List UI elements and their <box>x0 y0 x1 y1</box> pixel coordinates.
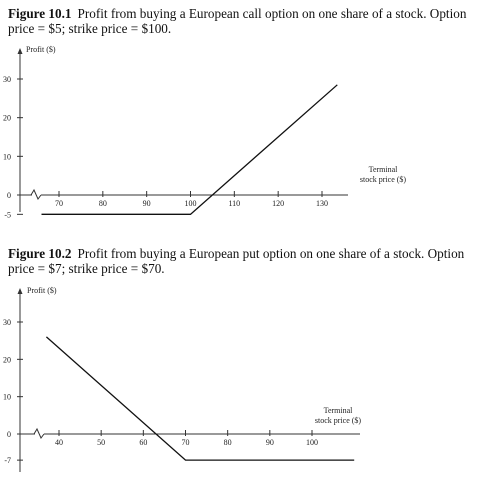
y-tick-label: 30 <box>3 75 11 84</box>
y-tick-label: 20 <box>3 114 11 123</box>
y-tick-label: -7 <box>4 456 11 465</box>
x-tick-label: 130 <box>316 199 328 208</box>
y-axis-arrow <box>18 288 23 294</box>
figure-call-option: Figure 10.1 Profit from buying a European… <box>0 0 480 240</box>
y-tick-label: 30 <box>3 318 11 327</box>
x-tick-label: 90 <box>143 199 151 208</box>
y-tick-label: 20 <box>3 355 11 364</box>
x-axis-label: Terminal stock price ($) <box>360 165 407 184</box>
x-tick-label: 80 <box>224 438 232 447</box>
x-tick-label: 50 <box>97 438 105 447</box>
y-axis-label: Profit ($) <box>26 45 56 54</box>
y-tick-label: -5 <box>4 210 11 219</box>
x-tick-label: 100 <box>185 199 197 208</box>
y-tick-label: 0 <box>7 191 11 200</box>
x-tick-label: 40 <box>55 438 63 447</box>
y-tick-label: 10 <box>3 393 11 402</box>
x-axis-label: Terminal stock price ($) <box>315 406 362 425</box>
x-tick-label: 90 <box>266 438 274 447</box>
y-axis-arrow <box>18 48 23 54</box>
axis-break-mark <box>31 190 41 199</box>
x-tick-label: 120 <box>272 199 284 208</box>
x-tick-label: 80 <box>99 199 107 208</box>
y-tick-label: 0 <box>7 430 11 439</box>
chart-svg: 40 50 60 70 80 90 100 -7 0 10 20 30 Profit ($) Termin… <box>0 240 480 480</box>
x-tick-label: 100 <box>306 438 318 447</box>
x-tick-label: 70 <box>55 199 63 208</box>
chart-svg: 70 80 90 100 110 120 130 -5 0 10 20 30 Profit ($) Ter… <box>0 0 480 240</box>
x-tick-label: 60 <box>139 438 147 447</box>
figure-put-option: Figure 10.2 Profit from buying a European… <box>0 240 480 480</box>
axis-break-mark <box>34 429 44 438</box>
x-tick-label: 70 <box>182 438 190 447</box>
y-axis-label: Profit ($) <box>27 286 57 295</box>
y-tick-label: 10 <box>3 152 11 161</box>
x-tick-label: 110 <box>228 199 240 208</box>
